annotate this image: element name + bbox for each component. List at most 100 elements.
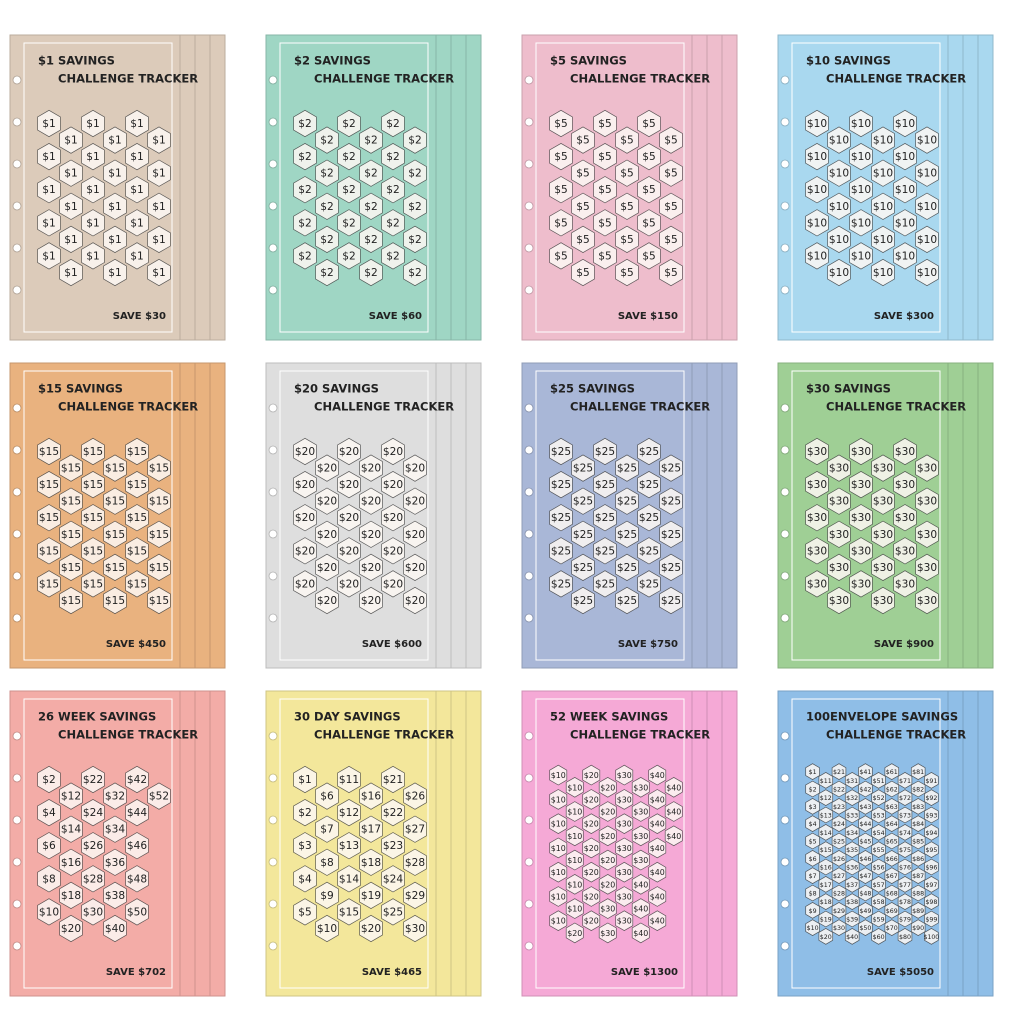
cell-label: $25 <box>595 479 615 491</box>
cell-label: $10 <box>567 905 582 914</box>
hex-cell <box>910 797 926 815</box>
hex-cell <box>549 109 573 138</box>
cell-label: $30 <box>829 529 849 541</box>
cell-label: $26 <box>405 791 425 803</box>
cell-label: $10 <box>567 808 582 817</box>
hex-cell <box>827 159 851 187</box>
cell-label: $2 <box>364 201 377 213</box>
hex-cell <box>147 487 171 515</box>
cell-label: $25 <box>595 578 615 590</box>
hex-cell <box>315 159 339 187</box>
hex-cell <box>381 765 405 794</box>
hex-cell <box>598 922 617 944</box>
cell-label: $25 <box>639 578 659 590</box>
hex-cell <box>648 910 667 932</box>
hex-cell <box>897 771 913 789</box>
cell-label: $10 <box>551 892 566 901</box>
hex-cell <box>871 258 895 287</box>
cell-label: $42 <box>859 787 871 794</box>
cell-label: $19 <box>361 890 381 902</box>
cell-label: $15 <box>149 529 169 541</box>
hex-cell <box>805 142 829 171</box>
cell-label: $1 <box>298 774 311 786</box>
hex-cell <box>910 763 926 781</box>
hex-cell <box>615 454 639 482</box>
hex-cell <box>915 553 939 582</box>
cell-label: $20 <box>317 562 337 574</box>
cell-label: $15 <box>83 545 103 557</box>
hex-cell <box>37 570 61 598</box>
cell-label: $14 <box>820 830 832 837</box>
hex-cell <box>147 192 171 220</box>
cell-label: $7 <box>809 873 817 880</box>
hex-cell <box>315 192 339 220</box>
cell-label: $10 <box>567 856 582 865</box>
title-line-1: $2 SAVINGS <box>294 54 371 68</box>
binder-hole <box>268 815 278 825</box>
cell-label: $1 <box>86 184 99 196</box>
cell-label: $1 <box>130 118 143 130</box>
hex-cell <box>637 437 661 466</box>
cell-label: $11 <box>339 774 359 786</box>
title-line-2: CHALLENGE TRACKER <box>570 728 710 742</box>
cell-label: $20 <box>61 923 81 935</box>
hex-cell <box>637 109 661 138</box>
cell-label: $5 <box>642 184 655 196</box>
cell-label: $20 <box>339 578 359 590</box>
cell-label: $1 <box>42 250 55 262</box>
binder-hole <box>12 117 22 127</box>
cell-label: $92 <box>925 795 937 802</box>
hex-cell <box>147 520 171 548</box>
inner-border <box>791 698 941 989</box>
hex-cell <box>59 126 83 154</box>
cell-label: $20 <box>317 463 337 475</box>
cell-label: $1 <box>108 201 121 213</box>
cell-label: $5 <box>620 201 633 213</box>
cell-label: $94 <box>925 830 937 837</box>
hex-cell <box>615 126 639 154</box>
cell-label: $26 <box>833 856 845 863</box>
hex-cell <box>147 586 171 615</box>
binder-hole <box>268 731 278 741</box>
cell-label: $30 <box>895 545 915 557</box>
hex-cell <box>337 832 361 860</box>
hex-cell <box>598 873 617 895</box>
hex-cell <box>37 832 61 860</box>
hex-cell <box>59 225 83 254</box>
cell-label: $10 <box>873 201 893 213</box>
binder-hole <box>12 529 22 539</box>
binder-hole <box>12 285 22 295</box>
hex-cell <box>359 914 383 943</box>
cell-label: $20 <box>405 562 425 574</box>
hex-cell <box>37 898 61 926</box>
hex-cell <box>59 553 83 582</box>
cell-label: $4 <box>42 807 56 819</box>
cell-label: $1 <box>42 217 55 229</box>
cell-label: $29 <box>833 908 845 915</box>
cell-label: $40 <box>666 783 681 792</box>
cell-label: $30 <box>807 512 827 524</box>
hex-cell <box>549 886 568 907</box>
cell-label: $21 <box>383 774 403 786</box>
hex-cell <box>549 910 568 932</box>
hex-cell <box>805 109 829 138</box>
cell-label: $8 <box>809 891 817 898</box>
hex-cell <box>871 586 895 615</box>
cell-label: $15 <box>105 595 125 607</box>
hex-cell <box>571 258 595 287</box>
binder-hole <box>780 613 790 623</box>
hex-cell <box>125 176 149 204</box>
hex-cell <box>893 570 917 598</box>
binder-hole <box>268 159 278 169</box>
cell-label: $10 <box>917 135 937 147</box>
hex-cell <box>59 815 83 843</box>
cell-label: $22 <box>833 787 845 794</box>
cell-label: $80 <box>899 934 911 941</box>
hex-cell <box>827 258 851 287</box>
hex-cell <box>659 454 683 482</box>
cell-label: $25 <box>661 529 681 541</box>
hex-cell <box>827 520 851 548</box>
hex-cell <box>571 454 595 482</box>
cell-label: $30 <box>633 808 648 817</box>
cell-label: $30 <box>917 529 937 541</box>
